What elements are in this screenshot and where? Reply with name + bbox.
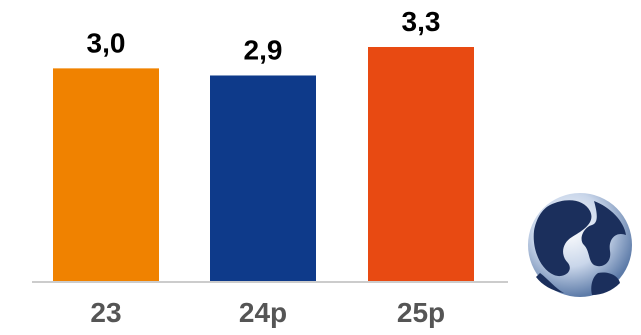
category-labels-group: 23 24p 25p (90, 297, 445, 328)
bar-23 (53, 68, 159, 282)
value-label-24p: 2,9 (244, 34, 283, 65)
bars-group (53, 47, 474, 282)
category-label-25p: 25p (397, 297, 445, 328)
category-label-24p: 24p (239, 297, 287, 328)
bar-25p (368, 47, 474, 282)
category-label-23: 23 (90, 297, 121, 328)
bar-24p (210, 75, 316, 282)
globe-icon (528, 193, 632, 297)
value-label-25p: 3,3 (402, 6, 441, 37)
value-label-23: 3,0 (87, 27, 126, 58)
value-labels-group: 3,0 2,9 3,3 (87, 6, 441, 65)
